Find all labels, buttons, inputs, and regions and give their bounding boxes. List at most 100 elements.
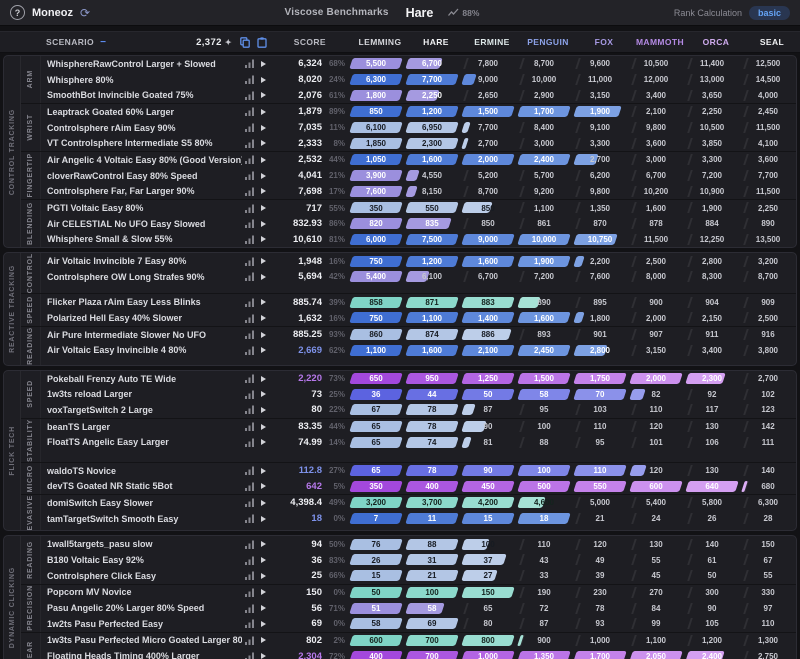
play-icon[interactable] (256, 439, 270, 446)
scenario-row[interactable]: Controlsphere OW Long Strafes 90% 5,694 42… (41, 269, 796, 285)
scenario-row[interactable]: Whisphere 80% 8,020 24% 6,300 7,700 9,000 10,0… (41, 72, 796, 88)
column-header-rank[interactable]: PENGUIN (527, 37, 569, 47)
play-icon[interactable] (256, 315, 270, 321)
history-chart-icon[interactable] (242, 171, 256, 181)
history-chart-icon[interactable] (242, 540, 256, 549)
history-chart-icon[interactable] (242, 272, 256, 282)
scenario-row[interactable]: Controlsphere rAim Easy 90% 7,035 11% 6,100… (41, 120, 796, 136)
history-chart-icon[interactable] (242, 187, 256, 196)
scenario-row[interactable]: VT Controlsphere Intermediate S5 80% 2,33… (41, 135, 796, 151)
player-avatar[interactable]: ? (10, 5, 25, 20)
play-icon[interactable] (256, 108, 270, 115)
scenario-row[interactable]: Floating Heads Timing 400% Larger 2,304 72… (41, 648, 796, 659)
scenario-row[interactable]: Air CELESTIAL No UFO Easy Slowed 832.93 86… (41, 216, 796, 232)
history-chart-icon[interactable] (242, 514, 256, 524)
column-header-rank[interactable]: ORCA (702, 37, 730, 47)
play-icon[interactable] (256, 273, 270, 280)
play-icon[interactable] (256, 653, 270, 659)
scenario-row[interactable]: Flicker Plaza rAim Easy Less Blinks 885.7… (41, 294, 796, 310)
play-icon[interactable] (256, 375, 270, 382)
play-icon[interactable] (256, 140, 270, 147)
scenario-row[interactable]: voxTargetSwitch 2 Large 80 22% 67 78 87 95 103 1… (41, 402, 796, 418)
tier-selector[interactable]: Hare (405, 5, 434, 20)
play-icon[interactable] (256, 557, 270, 563)
scenario-row[interactable]: Controlsphere Far, Far Larger 90% 7,698 17… (41, 184, 796, 200)
play-icon[interactable] (256, 299, 270, 306)
column-header-scenario[interactable]: SCENARIO − (0, 37, 166, 48)
history-chart-icon[interactable] (242, 330, 256, 340)
play-icon[interactable] (256, 423, 270, 430)
column-header-rank[interactable]: LEMMING (358, 37, 402, 47)
scenario-row[interactable]: waldoTS Novice 112.8 27% 65 78 90 100 110 120 130… (41, 463, 796, 479)
column-header-rank[interactable]: FOX (594, 37, 614, 47)
scenario-row[interactable]: 1w2ts Pasu Perfected Easy 69 0% 58 69 80 87 93 9… (41, 616, 796, 632)
play-icon[interactable] (256, 156, 270, 163)
scenario-row[interactable]: beanTS Larger 83.35 44% 65 78 90 100 110 120 130 1… (41, 419, 796, 435)
history-chart-icon[interactable] (242, 123, 256, 133)
column-header-rank[interactable]: HARE (423, 37, 449, 47)
play-icon[interactable] (256, 172, 270, 179)
play-icon[interactable] (256, 92, 270, 99)
play-icon[interactable] (256, 541, 270, 548)
scenario-row[interactable]: devTS Goated NR Static 5Bot 642 5% 350 400 45… (41, 478, 796, 494)
scenario-row[interactable]: SmoothBot Invincible Goated 75% 2,076 61% 1… (41, 87, 796, 103)
sort-indicator-icon[interactable]: − (100, 36, 107, 48)
history-chart-icon[interactable] (242, 636, 256, 645)
scenario-row[interactable]: tamTargetSwitch Smooth Easy 18 0% 7 11 15 18 21… (41, 511, 796, 527)
history-chart-icon[interactable] (242, 571, 256, 581)
rank-calc-toggle[interactable]: basic (748, 5, 790, 20)
play-icon[interactable] (256, 589, 270, 596)
history-chart-icon[interactable] (242, 405, 256, 415)
history-chart-icon[interactable] (242, 155, 256, 165)
scenario-row[interactable]: Air Pure Intermediate Slower No UFO 885.2… (41, 327, 796, 343)
play-icon[interactable] (256, 515, 270, 522)
history-chart-icon[interactable] (242, 219, 256, 229)
history-chart-icon[interactable] (242, 59, 256, 69)
column-header-rank[interactable]: MAMMOTH (635, 37, 685, 47)
history-chart-icon[interactable] (242, 235, 256, 244)
history-chart-icon[interactable] (242, 498, 256, 508)
play-icon[interactable] (256, 220, 270, 227)
history-chart-icon[interactable] (242, 107, 256, 117)
column-header-rank[interactable]: ERMINE (474, 37, 510, 47)
history-chart-icon[interactable] (242, 374, 256, 384)
scenario-row[interactable]: domiSwitch Easy Slower 4,398.4 49% 3,200 3,7… (41, 495, 796, 511)
history-chart-icon[interactable] (242, 604, 256, 613)
play-icon[interactable] (256, 499, 270, 506)
scenario-row[interactable]: 1w3ts Pasu Perfected Micro Goated Larger… (41, 633, 796, 649)
scenario-row[interactable]: Whisphere Small & Slow 55% 10,610 81% 6,000… (41, 232, 796, 248)
play-icon[interactable] (256, 236, 270, 243)
column-header-rank[interactable]: SEAL (759, 37, 785, 47)
refresh-icon[interactable]: ⟳ (79, 5, 91, 20)
play-icon[interactable] (256, 391, 270, 398)
scenario-row[interactable]: Pokeball Frenzy Auto TE Wide 2,220 73% 650 9… (41, 371, 796, 387)
history-chart-icon[interactable] (242, 346, 256, 355)
history-chart-icon[interactable] (242, 438, 256, 447)
play-icon[interactable] (256, 467, 270, 474)
scenario-row[interactable]: cloverRawControl Easy 80% Speed 4,041 21% 3… (41, 168, 796, 184)
play-icon[interactable] (256, 637, 270, 644)
scenario-row[interactable]: Air Voltaic Easy Invincible 4 80% 2,669 62… (41, 343, 796, 359)
play-icon[interactable] (256, 76, 270, 83)
history-chart-icon[interactable] (242, 314, 256, 323)
history-chart-icon[interactable] (242, 257, 256, 266)
scenario-row[interactable]: PGTI Voltaic Easy 80% 717 55% 350 550 850 1,10… (41, 200, 796, 216)
history-chart-icon[interactable] (242, 466, 256, 475)
scenario-row[interactable]: Polarized Hell Easy 40% Slower 1,632 16% 75… (41, 310, 796, 326)
history-chart-icon[interactable] (242, 588, 256, 597)
history-chart-icon[interactable] (242, 422, 256, 432)
play-icon[interactable] (256, 483, 270, 490)
scenario-row[interactable]: Controlsphere Click Easy 25 66% 15 21 27 33 39 4… (41, 568, 796, 584)
scenario-row[interactable]: 1wall5targets_pasu slow 94 50% 76 88 100 110 12… (41, 536, 796, 552)
scenario-row[interactable]: Popcorn MV Novice 150 0% 50 100 150 190 230 270 3… (41, 585, 796, 601)
copy-icon[interactable] (239, 36, 250, 48)
history-chart-icon[interactable] (242, 390, 256, 399)
play-icon[interactable] (256, 258, 270, 265)
play-icon[interactable] (256, 124, 270, 131)
scenario-row[interactable]: Pasu Angelic 20% Larger 80% Speed 56 71% 51… (41, 600, 796, 616)
history-chart-icon[interactable] (242, 298, 256, 307)
play-icon[interactable] (256, 331, 270, 338)
play-icon[interactable] (256, 620, 270, 627)
history-chart-icon[interactable] (242, 91, 256, 100)
play-icon[interactable] (256, 60, 270, 67)
